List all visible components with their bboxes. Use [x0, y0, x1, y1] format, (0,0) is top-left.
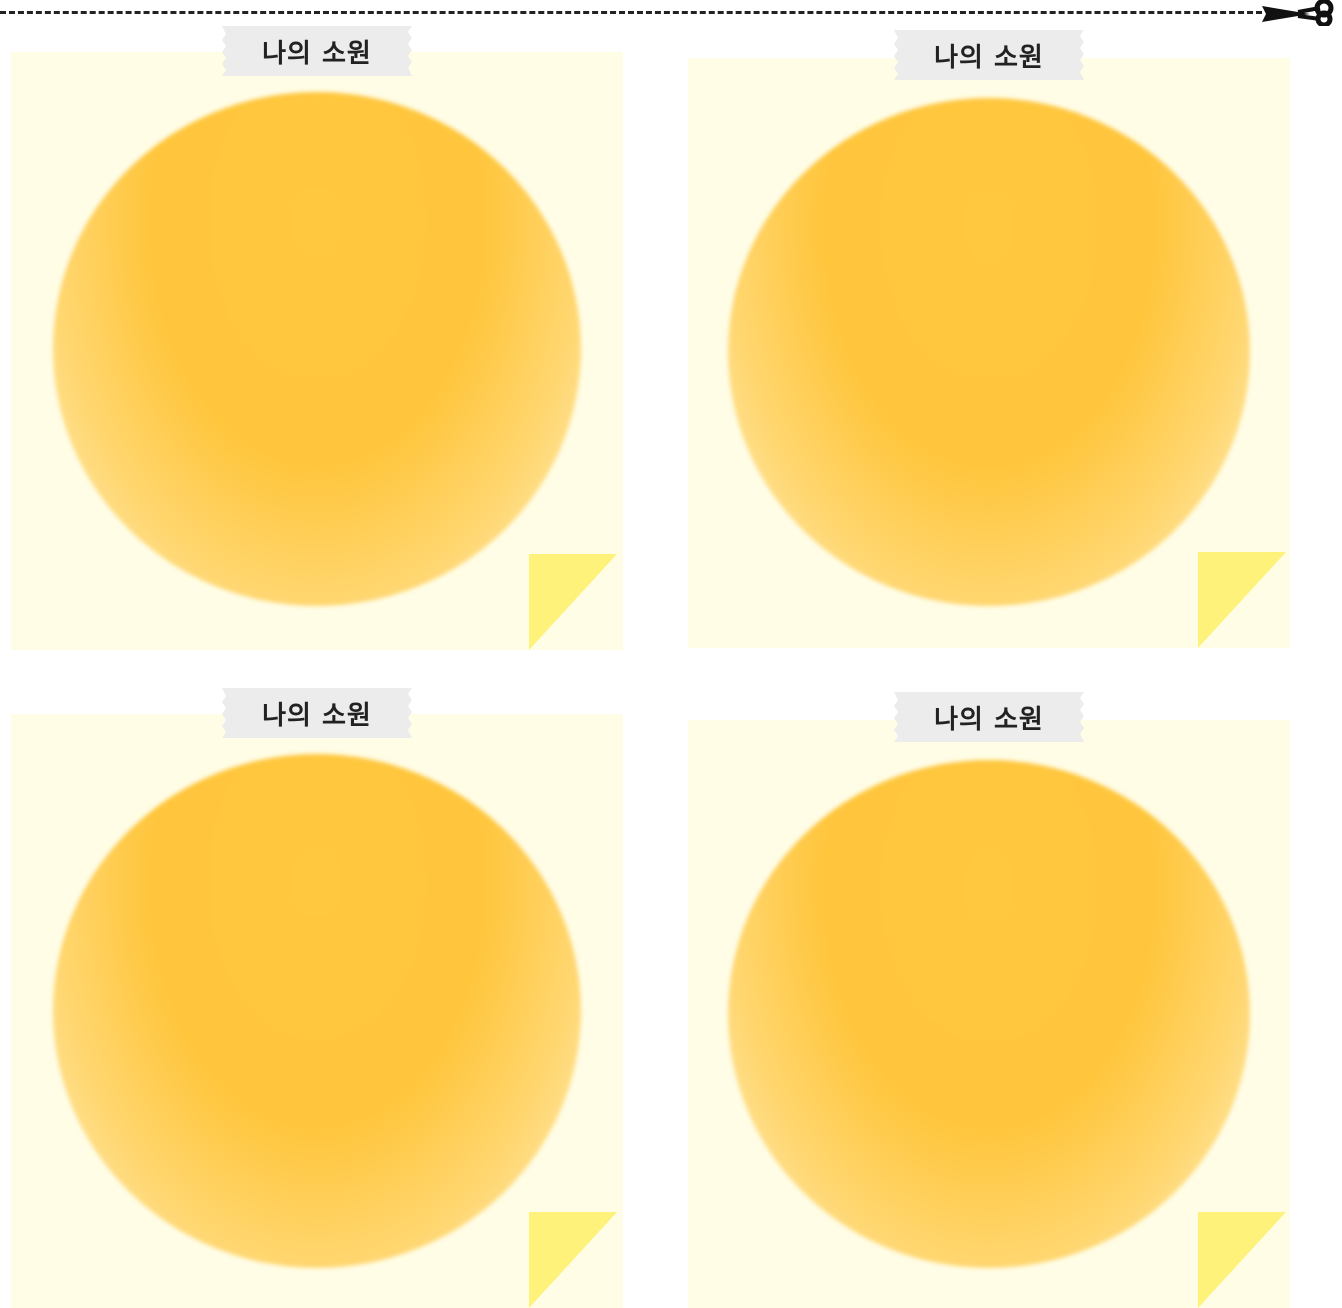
cut-line: [0, 11, 1262, 14]
tape-strip: [222, 688, 412, 738]
scissors-icon: [1262, 0, 1334, 26]
tape-label-3: 나의 소원: [222, 688, 412, 738]
note-title: 나의 소원: [934, 704, 1044, 735]
tape-label-2: 나의 소원: [894, 30, 1084, 80]
tape-strip: [894, 692, 1084, 742]
yellow-circle: [728, 98, 1250, 606]
page-curl-corner: [1198, 552, 1286, 648]
tape-label-1: 나의 소원: [222, 26, 412, 76]
wish-note-4: [688, 720, 1290, 1308]
note-title: 나의 소원: [934, 42, 1044, 73]
yellow-circle: [53, 754, 581, 1268]
wish-note-3: [11, 714, 623, 1308]
page-curl-corner: [1198, 1212, 1286, 1308]
tape-strip: [222, 26, 412, 76]
wish-note-2: [688, 58, 1290, 648]
wish-note-1: [11, 52, 623, 650]
yellow-circle: [53, 92, 581, 606]
note-title: 나의 소원: [262, 700, 372, 731]
page-curl-corner: [529, 1212, 617, 1308]
yellow-circle: [728, 760, 1250, 1268]
tape-strip: [894, 30, 1084, 80]
page-curl-corner: [529, 554, 617, 650]
tape-label-4: 나의 소원: [894, 692, 1084, 742]
note-title: 나의 소원: [262, 38, 372, 69]
